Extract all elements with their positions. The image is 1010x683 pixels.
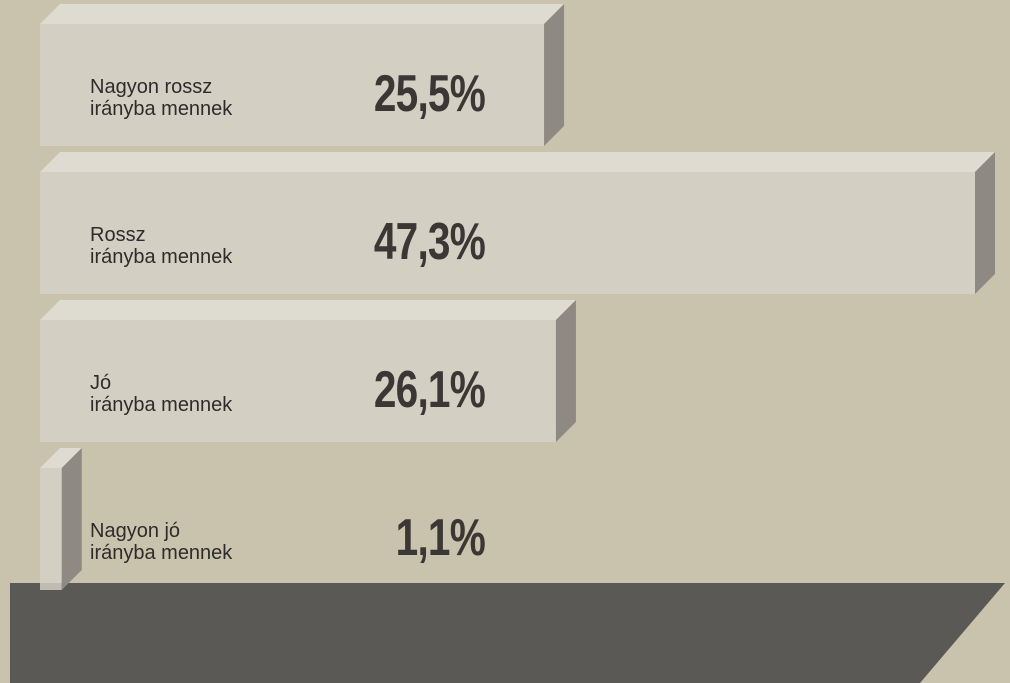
bar: [40, 448, 82, 590]
bar-face: [40, 468, 62, 590]
value-label: 1,1%: [395, 509, 486, 567]
bar: [40, 300, 576, 442]
value-label: 25,5%: [373, 65, 486, 123]
bar: [40, 152, 995, 294]
bar-face: [40, 448, 82, 468]
bar-face: [555, 300, 576, 442]
bar-face: [544, 4, 565, 146]
category-label: Nagyon rossz irányba mennek: [90, 76, 233, 120]
bar-face: [40, 172, 975, 294]
bar-face: [61, 448, 82, 590]
category-label: Rossz irányba mennek: [90, 224, 233, 268]
value-label: 47,3%: [373, 213, 486, 271]
bar-face: [40, 4, 565, 24]
bar-face: [40, 152, 995, 172]
category-label: Nagyon jó irányba mennek: [90, 520, 233, 564]
bar-face: [40, 320, 556, 442]
base: [10, 583, 1005, 683]
value-label: 26,1%: [373, 361, 486, 419]
bar-face: [975, 152, 995, 294]
bar-face: [40, 24, 545, 146]
bar-face: [40, 300, 576, 320]
category-label: Jó irányba mennek: [90, 372, 233, 416]
bar: [40, 4, 565, 146]
